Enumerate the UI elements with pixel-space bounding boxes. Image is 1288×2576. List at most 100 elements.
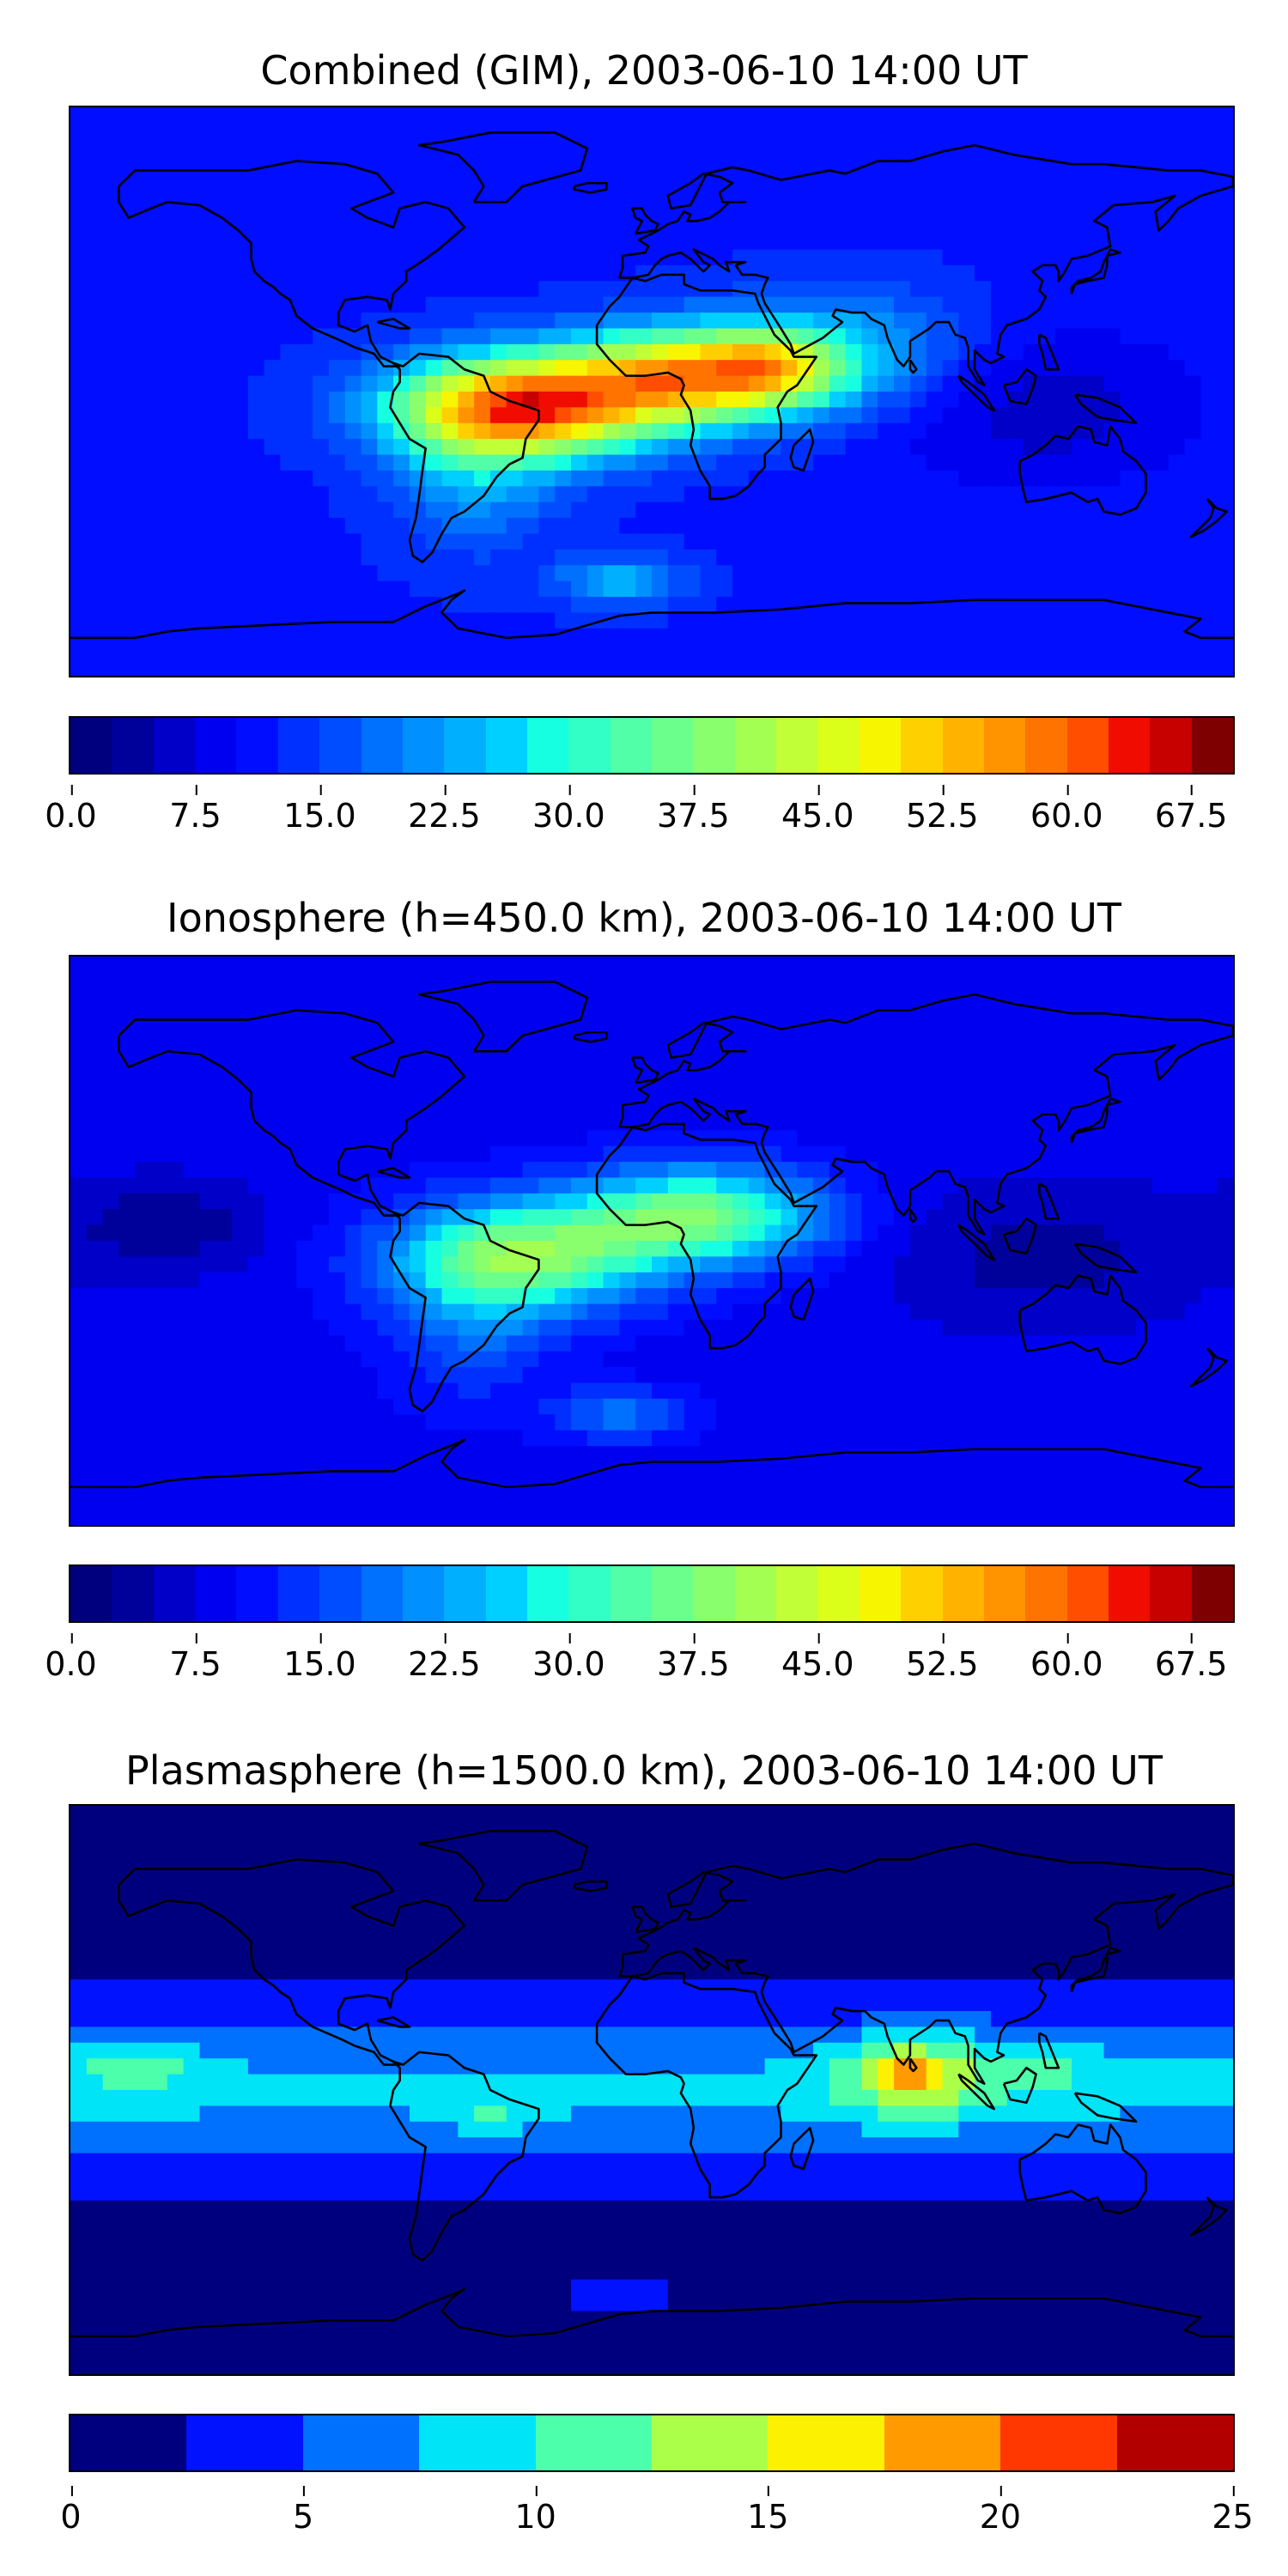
field-cell [1168, 1209, 1186, 1226]
field-cell [909, 1145, 927, 1163]
field-cell [909, 170, 927, 187]
field-cell [845, 281, 863, 298]
field-cell [264, 439, 282, 456]
field-cell [1136, 296, 1153, 313]
field-cell [1006, 123, 1024, 140]
field-cell [118, 957, 136, 973]
field-cell [1087, 1414, 1105, 1431]
field-cell [748, 580, 766, 598]
field-cell [280, 138, 297, 155]
field-cell [1184, 518, 1201, 535]
field-cell [344, 107, 362, 124]
field-cell [1136, 533, 1153, 550]
field-cell [942, 1177, 959, 1194]
field-cell [458, 957, 475, 973]
field-cell [247, 1446, 265, 1463]
field-cell [1103, 1382, 1121, 1400]
field-cell [586, 533, 605, 550]
field-cell [474, 217, 491, 234]
field-cell [1071, 1256, 1089, 1273]
field-cell [1184, 1083, 1201, 1100]
field-cell [441, 217, 459, 234]
field-cell [280, 1382, 297, 1400]
field-cell [1103, 659, 1121, 676]
field-cell [1184, 155, 1201, 172]
field-cell [296, 1367, 313, 1384]
field-cell [748, 470, 766, 487]
field-cell [1071, 1035, 1089, 1052]
field-cell [1055, 328, 1072, 345]
field-cell [393, 1098, 410, 1115]
field-cell [1120, 1019, 1137, 1036]
field-cell [313, 501, 330, 519]
field-cell [393, 1430, 410, 1447]
field-cell [522, 1114, 539, 1131]
field-cell [232, 501, 249, 519]
field-cell [361, 281, 378, 298]
field-cell [264, 1430, 282, 1447]
field-cell [878, 281, 895, 298]
field-cell [1168, 644, 1186, 661]
field-cell [377, 565, 394, 582]
field-cell [458, 375, 475, 392]
field-cell [264, 1145, 282, 1163]
field-cell [652, 407, 669, 424]
field-cell [1217, 392, 1233, 408]
field-cell [683, 1035, 702, 1052]
field-cell [296, 644, 313, 661]
field-cell [135, 1414, 152, 1431]
field-cell [861, 597, 878, 614]
field-cell [441, 1145, 459, 1163]
field-cell [70, 518, 88, 535]
field-cell [813, 1224, 830, 1242]
field-cell [425, 422, 443, 440]
field-cell [70, 1177, 88, 1194]
field-cell [328, 1414, 346, 1431]
field-cell [1103, 957, 1121, 973]
field-cell [1217, 1083, 1233, 1100]
field-cell [878, 1098, 895, 1115]
field-cell [652, 1193, 669, 1210]
field-cell [909, 501, 927, 519]
field-cell [216, 422, 233, 440]
field-cell [845, 1051, 863, 1068]
field-cell [409, 155, 427, 172]
field-cell [1200, 565, 1218, 582]
field-cell [603, 1193, 620, 1210]
field-cell [296, 1335, 313, 1352]
field-cell [167, 1288, 185, 1305]
field-cell [829, 202, 847, 219]
field-cell [878, 597, 895, 614]
field-cell [328, 518, 346, 535]
field-cell [280, 1351, 297, 1368]
field-cell [102, 1303, 120, 1321]
field-cell [555, 987, 572, 1005]
field-cell [861, 202, 878, 219]
field-cell [538, 1414, 556, 1431]
field-cell [1168, 1145, 1186, 1163]
field-cell [264, 1367, 282, 1384]
field-cell [1055, 1288, 1072, 1305]
field-cell [458, 202, 475, 219]
field-cell [296, 1130, 313, 1147]
field-cell [652, 422, 669, 440]
field-cell [1039, 1303, 1056, 1321]
field-cell [1120, 392, 1137, 408]
field-cell [926, 1145, 944, 1163]
field-cell [861, 1035, 878, 1052]
field-cell [894, 1398, 911, 1415]
field-cell [1120, 659, 1137, 676]
field-cell [70, 1367, 88, 1384]
field-cell [1103, 454, 1121, 471]
field-cell [1151, 407, 1170, 424]
field-cell [328, 249, 346, 266]
field-cell [313, 1051, 330, 1068]
colorbar-segment [734, 718, 777, 773]
field-cell [538, 597, 556, 614]
colorbar-segment [568, 718, 611, 773]
field-cell [474, 612, 491, 629]
field-cell [926, 375, 944, 392]
field-cell [86, 1162, 104, 1179]
field-cell [409, 612, 427, 629]
field-cell [781, 217, 798, 234]
